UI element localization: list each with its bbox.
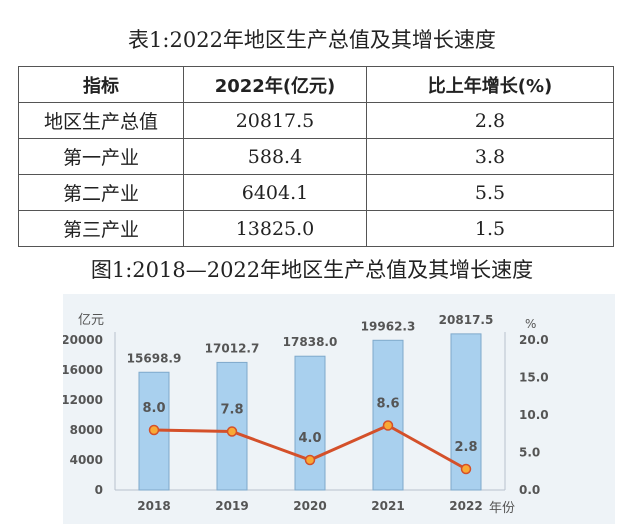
cell-indicator: 第一产业 <box>18 138 184 175</box>
left-tick-label: 12000 <box>63 393 103 407</box>
line-data-label: 8.6 <box>376 397 399 412</box>
header-indicator: 指标 <box>18 66 184 103</box>
left-axis-label: 亿元 <box>78 313 104 328</box>
header-growth: 比上年增长(%) <box>366 66 614 103</box>
right-tick-label: 10.0 <box>519 408 549 422</box>
cell-growth: 5.5 <box>366 174 614 211</box>
cell-indicator: 地区生产总值 <box>18 102 184 139</box>
left-tick-label: 4000 <box>70 453 103 467</box>
right-tick-label: 20.0 <box>519 333 549 347</box>
table-header-row: 指标 2022年(亿元) 比上年增长(%) <box>18 66 614 103</box>
line-data-label: 4.0 <box>298 431 321 446</box>
line-data-label: 8.0 <box>142 401 165 416</box>
x-tick-label: 2022 <box>449 499 482 513</box>
table-row: 地区生产总值 20817.5 2.8 <box>18 102 614 139</box>
table-row: 第三产业 13825.0 1.5 <box>18 210 614 247</box>
cell-indicator: 第二产业 <box>18 174 184 211</box>
table-title: 表1:2022年地区生产总值及其增长速度 <box>128 28 496 52</box>
cell-growth: 2.8 <box>366 102 614 139</box>
header-value: 2022年(亿元) <box>183 66 367 103</box>
growth-marker <box>226 426 238 437</box>
cell-growth: 1.5 <box>366 210 614 247</box>
cell-indicator: 第三产业 <box>18 210 184 247</box>
growth-marker <box>304 454 316 466</box>
bar <box>372 339 404 491</box>
cell-growth: 3.8 <box>366 138 614 175</box>
gdp-chart: 0 4000 8000 12000 16000 20000 0.0 5.0 10.0 15.0 20… <box>61 313 549 516</box>
table-row: 第一产业 588.4 3.8 <box>18 138 614 175</box>
cell-value: 588.4 <box>183 138 367 175</box>
left-tick-label: 16000 <box>63 363 103 377</box>
bar-data-label: 17838.0 <box>283 335 338 349</box>
table-row: 第二产业 6404.1 5.5 <box>18 174 614 211</box>
right-tick-label: 15.0 <box>519 371 549 385</box>
right-tick-label: 5.0 <box>519 446 540 460</box>
right-tick-label: 0.0 <box>519 483 540 497</box>
x-tick-label: 2019 <box>215 499 248 513</box>
left-tick-label: 20000 <box>63 333 103 347</box>
gdp-table: 指标 2022年(亿元) 比上年增长(%) 地区生产总值 20817.5 2.8… <box>18 66 614 247</box>
x-tick-label: 2018 <box>137 499 170 513</box>
bar-data-label: 20817.5 <box>439 313 494 327</box>
growth-marker <box>148 424 160 436</box>
bar <box>294 355 326 491</box>
bar <box>216 361 248 491</box>
line-data-label: 2.8 <box>454 440 477 455</box>
right-axis-label: % <box>525 317 536 331</box>
growth-marker <box>382 420 394 431</box>
growth-marker <box>460 463 472 475</box>
x-tick-label: 2020 <box>293 499 326 513</box>
cell-value: 13825.0 <box>183 210 367 247</box>
bar-data-label: 17012.7 <box>205 341 260 355</box>
left-tick-label: 8000 <box>70 423 103 437</box>
x-axis-label: 年份 <box>489 501 515 516</box>
figure-title: 图1:2018—2022年地区生产总值及其增长速度 <box>90 258 534 282</box>
bar-data-label: 19962.3 <box>361 319 416 333</box>
x-tick-label: 2021 <box>371 499 404 513</box>
bar-data-label: 15698.9 <box>127 351 182 365</box>
chart-panel: 0 4000 8000 12000 16000 20000 0.0 5.0 10.0 15.0 20… <box>61 294 615 524</box>
left-tick-label: 0 <box>95 483 103 497</box>
line-data-label: 7.8 <box>220 403 243 418</box>
cell-value: 6404.1 <box>183 174 367 211</box>
cell-value: 20817.5 <box>183 102 367 139</box>
